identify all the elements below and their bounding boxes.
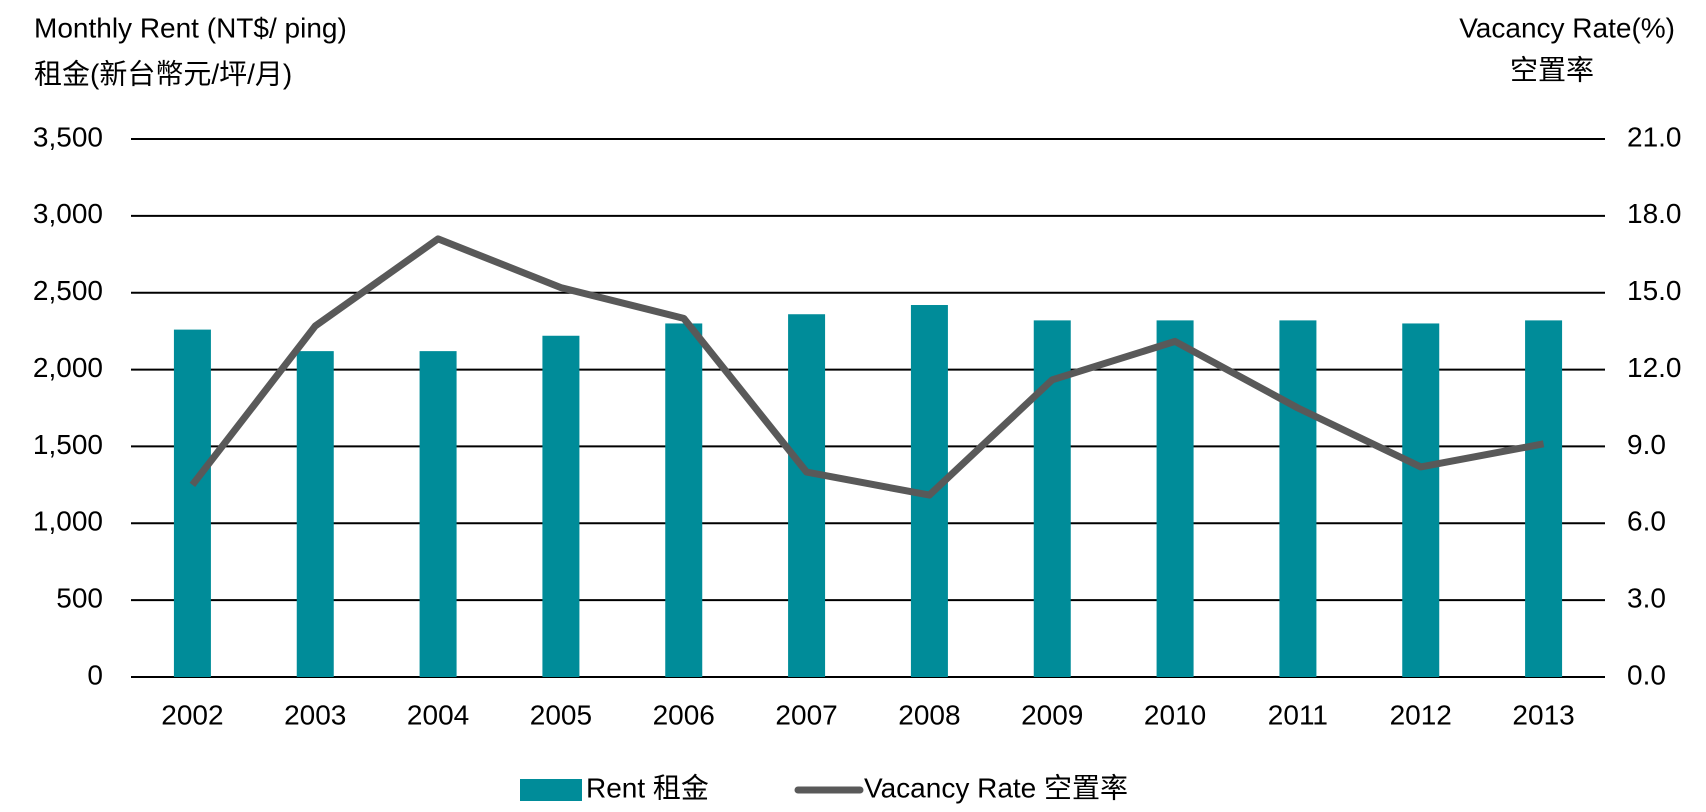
x-tick-label: 2006 xyxy=(653,699,715,730)
y2-axis-title: Vacancy Rate(%) xyxy=(1459,12,1675,43)
bar xyxy=(665,323,703,677)
y-tick-label: 2,000 xyxy=(33,352,103,383)
y-tick-label: 500 xyxy=(56,583,103,614)
legend-swatch xyxy=(520,779,582,801)
bar xyxy=(173,329,211,677)
x-tick-label: 2013 xyxy=(1512,699,1574,730)
y-tick-label: 2,500 xyxy=(33,275,103,306)
y2-axis-title: 空置率 xyxy=(1510,54,1594,85)
x-tick-label: 2012 xyxy=(1390,699,1452,730)
y2-tick-label: 6.0 xyxy=(1627,506,1666,537)
y-tick-label: 3,000 xyxy=(33,198,103,229)
y2-tick-label: 12.0 xyxy=(1627,352,1682,383)
bar xyxy=(788,314,826,677)
y-axis-title: Monthly Rent (NT$/ ping) xyxy=(34,12,347,43)
y-tick-label: 1,500 xyxy=(33,429,103,460)
bar xyxy=(1402,323,1440,677)
bar xyxy=(419,351,457,677)
x-tick-label: 2010 xyxy=(1144,699,1206,730)
y-tick-label: 1,000 xyxy=(33,506,103,537)
x-tick-label: 2007 xyxy=(775,699,837,730)
legend-label: Vacancy Rate 空置率 xyxy=(864,772,1128,803)
y2-tick-label: 15.0 xyxy=(1627,275,1682,306)
x-tick-label: 2011 xyxy=(1268,699,1328,730)
line xyxy=(189,235,1545,499)
y-tick-label: 0 xyxy=(87,659,103,690)
bar xyxy=(1279,320,1317,677)
y2-tick-label: 3.0 xyxy=(1627,583,1666,614)
bar xyxy=(1525,320,1563,677)
bar xyxy=(296,351,334,677)
bar xyxy=(1156,320,1194,677)
y-axis-title: 租金(新台幣元/坪/月) xyxy=(34,58,292,89)
x-tick-label: 2002 xyxy=(161,699,223,730)
y2-tick-label: 0.0 xyxy=(1627,659,1666,690)
bar xyxy=(542,335,580,677)
x-tick-label: 2004 xyxy=(407,699,469,730)
y2-tick-label: 21.0 xyxy=(1627,121,1682,152)
y2-tick-label: 18.0 xyxy=(1627,198,1682,229)
y2-tick-label: 9.0 xyxy=(1627,429,1666,460)
y-tick-label: 3,500 xyxy=(33,121,103,152)
x-tick-label: 2008 xyxy=(898,699,960,730)
x-tick-label: 2003 xyxy=(284,699,346,730)
x-tick-label: 2005 xyxy=(530,699,592,730)
x-tick-label: 2009 xyxy=(1021,699,1083,730)
legend-label: Rent 租金 xyxy=(586,772,709,803)
